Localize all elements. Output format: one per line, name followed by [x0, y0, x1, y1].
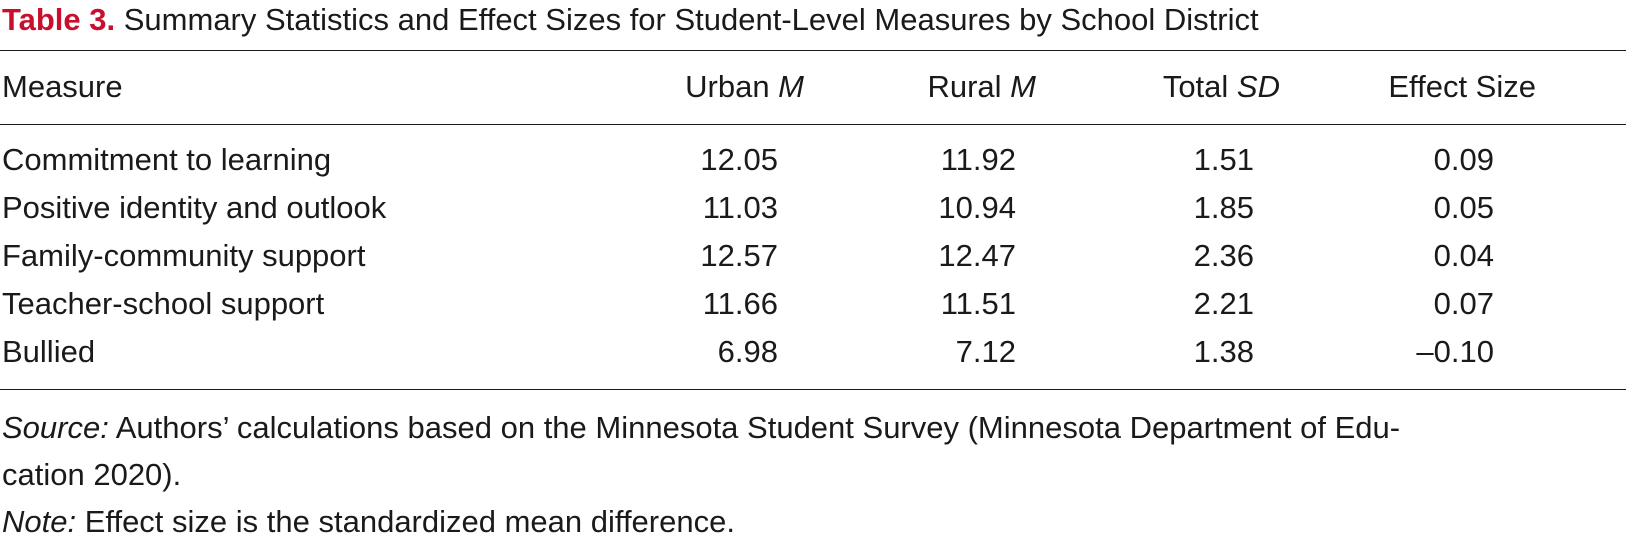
- cell-urban-mean: 12.05: [700, 142, 778, 177]
- cell-total-sd: 2.36: [1193, 238, 1254, 273]
- cell-effect-size: 0.05: [1433, 190, 1494, 225]
- cell-measure: Bullied: [2, 334, 96, 369]
- cell-urban-mean: 12.57: [700, 238, 778, 273]
- general-note: Note: Effect size is the standardized me…: [2, 498, 1602, 545]
- header-measure: Measure: [2, 69, 123, 104]
- cell-total-sd: 2.21: [1193, 286, 1254, 321]
- table-caption: Table 3. Summary Statistics and Effect S…: [2, 2, 1259, 38]
- note-label: Note:: [2, 504, 77, 539]
- source-label: Source:: [2, 410, 109, 445]
- note-text: Effect size is the standardized mean dif…: [76, 504, 735, 539]
- cell-urban-mean: 6.98: [717, 334, 778, 369]
- table-notes: Source: Authors’ calculations based on t…: [2, 404, 1602, 545]
- header-urban-mean: Urban M: [685, 69, 804, 104]
- cell-effect-size: 0.04: [1433, 238, 1494, 273]
- table-title: Summary Statistics and Effect Sizes for …: [115, 2, 1259, 37]
- header-rule: [0, 124, 1626, 125]
- table-row: Positive identity and outlook 11.03 10.9…: [0, 188, 1626, 228]
- cell-rural-mean: 10.94: [938, 190, 1016, 225]
- cell-rural-mean: 12.47: [938, 238, 1016, 273]
- top-rule: [0, 50, 1626, 51]
- source-note: Source: Authors’ calculations based on t…: [2, 404, 1602, 451]
- cell-measure: Teacher-school support: [2, 286, 325, 321]
- table-header-row: Measure Urban M Rural M Total SD Effect …: [0, 67, 1626, 107]
- table-label: Table 3.: [2, 2, 116, 37]
- cell-measure: Family-community support: [2, 238, 366, 273]
- source-text-line1: Authors’ calculations based on the Minne…: [108, 410, 1401, 445]
- cell-effect-size: 0.09: [1433, 142, 1494, 177]
- header-effect-size: Effect Size: [1388, 69, 1536, 104]
- cell-rural-mean: 11.92: [940, 142, 1016, 177]
- cell-urban-mean: 11.66: [702, 286, 778, 321]
- cell-measure: Positive identity and outlook: [2, 190, 387, 225]
- bottom-rule: [0, 389, 1626, 390]
- cell-rural-mean: 7.12: [955, 334, 1016, 369]
- cell-effect-size: 0.07: [1433, 286, 1494, 321]
- cell-rural-mean: 11.51: [940, 286, 1016, 321]
- cell-urban-mean: 11.03: [702, 190, 778, 225]
- cell-total-sd: 1.85: [1193, 190, 1254, 225]
- header-total-sd: Total SD: [1162, 69, 1280, 104]
- cell-total-sd: 1.51: [1193, 142, 1254, 177]
- cell-total-sd: 1.38: [1193, 334, 1254, 369]
- table-row: Bullied 6.98 7.12 1.38 –0.10: [0, 332, 1626, 372]
- source-note-continued: cation 2020).: [2, 451, 1602, 498]
- table-row: Commitment to learning 12.05 11.92 1.51 …: [0, 140, 1626, 180]
- table-row: Teacher-school support 11.66 11.51 2.21 …: [0, 284, 1626, 324]
- cell-measure: Commitment to learning: [2, 142, 332, 177]
- cell-effect-size: –0.10: [1416, 334, 1494, 369]
- source-text-line2: cation 2020).: [2, 457, 182, 492]
- table-row: Family-community support 12.57 12.47 2.3…: [0, 236, 1626, 276]
- header-rural-mean: Rural M: [927, 69, 1036, 104]
